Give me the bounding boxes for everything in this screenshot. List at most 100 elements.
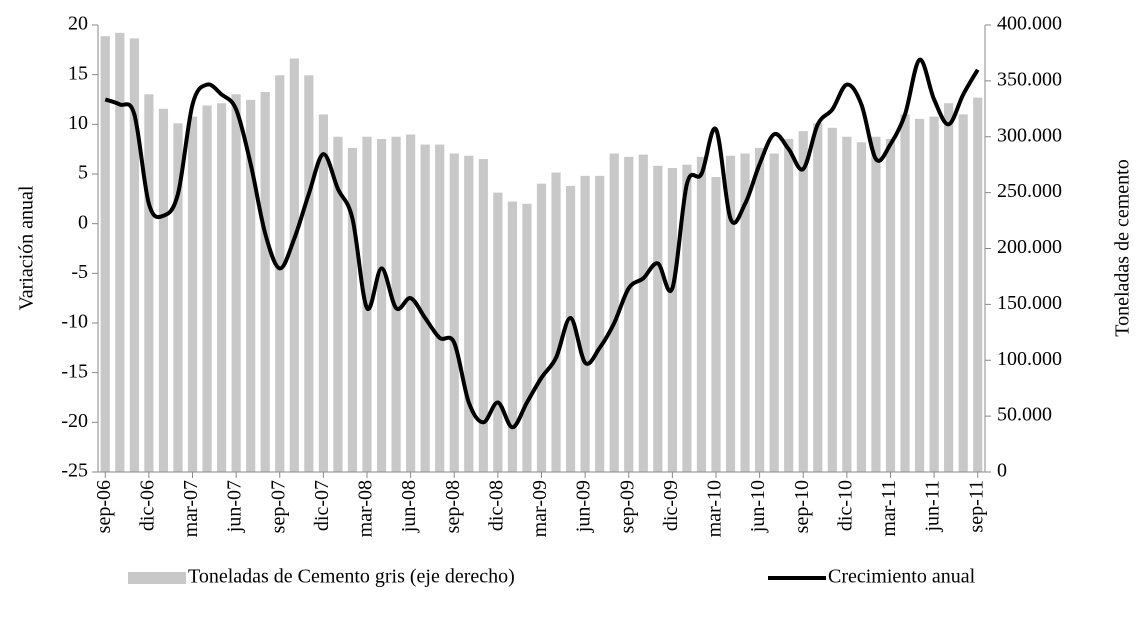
bar <box>347 147 358 473</box>
bar <box>100 36 110 473</box>
y2-tick-label: 0 <box>997 460 1007 482</box>
bar <box>798 131 808 472</box>
bar <box>958 114 968 473</box>
bar <box>246 99 256 472</box>
bar <box>653 165 663 472</box>
bar <box>638 154 648 472</box>
bar <box>449 153 459 472</box>
y-tick-label: 15 <box>68 62 88 84</box>
y-tick-label: -20 <box>61 410 88 432</box>
legend-label: Crecimiento anual <box>828 566 976 588</box>
x-tick-label: sep-07 <box>267 480 289 533</box>
bar <box>376 138 387 473</box>
bar <box>624 156 634 473</box>
legend-swatch <box>128 572 186 584</box>
x-tick-label: mar-11 <box>878 480 900 537</box>
x-tick-label: mar-08 <box>355 480 377 537</box>
bar <box>260 92 270 473</box>
bar <box>565 185 576 473</box>
lines <box>104 57 980 430</box>
bar <box>115 32 125 472</box>
bar <box>129 38 139 472</box>
bar <box>420 144 430 472</box>
bar <box>900 114 910 473</box>
bar <box>231 94 241 472</box>
bar <box>973 97 983 472</box>
bar <box>813 123 823 472</box>
bar <box>827 127 837 472</box>
bar <box>304 75 314 472</box>
y2-tick-label: 350.000 <box>997 68 1062 90</box>
y2-tick-label: 100.000 <box>997 348 1062 370</box>
bar <box>333 136 343 472</box>
x-tick-label: jun-11 <box>922 480 944 532</box>
bar <box>609 153 619 472</box>
x-tick-label: sep-11 <box>965 480 987 533</box>
bar <box>173 123 183 472</box>
x-tick-label: dic-09 <box>660 480 682 531</box>
y2-tick-label: 250.000 <box>997 180 1062 202</box>
bar <box>595 175 605 473</box>
bar <box>842 136 852 472</box>
y-axis-title: Variación anual <box>16 185 38 310</box>
x-tick-label: jun-08 <box>398 480 420 533</box>
y-tick-label: -5 <box>71 261 88 283</box>
bar <box>711 176 721 473</box>
axes: -25 -20 -15 -10 -5 0 5 10 15 20 0 50.000 100.000 150.… <box>61 13 1062 538</box>
x-tick-label: jun-10 <box>747 480 769 533</box>
y2-tick-label: 200.000 <box>997 236 1062 258</box>
y2-axis-title: Toneladas de cemento <box>1112 159 1134 336</box>
bar <box>318 114 328 473</box>
y2-tick-label: 400.000 <box>997 13 1062 35</box>
bar <box>289 58 299 473</box>
bar <box>275 75 285 472</box>
bar <box>944 103 954 472</box>
x-tick-label: mar-10 <box>704 480 726 537</box>
y-tick-label: 20 <box>68 13 88 35</box>
x-tick-label: dic-06 <box>136 480 158 531</box>
bar <box>725 155 736 472</box>
bar <box>667 168 677 473</box>
bar <box>885 138 896 473</box>
bar <box>536 183 547 472</box>
bar <box>551 172 561 472</box>
bar <box>493 192 503 472</box>
bars <box>100 32 983 473</box>
y2-tick-label: 300.000 <box>997 124 1062 146</box>
bar <box>580 175 590 473</box>
bar <box>696 156 707 473</box>
bar <box>755 147 765 473</box>
bar <box>784 138 794 473</box>
x-tick-label: sep-10 <box>791 480 813 533</box>
y2-tick-label: 150.000 <box>997 292 1062 314</box>
x-tick-label: sep-08 <box>442 480 464 533</box>
bar <box>464 155 474 472</box>
bar <box>144 94 154 472</box>
y-tick-label: -10 <box>61 311 88 333</box>
x-tick-label: jun-09 <box>573 480 595 533</box>
bar <box>856 142 867 472</box>
y-tick-label: -25 <box>61 460 88 482</box>
bar <box>871 136 881 472</box>
bar <box>522 203 532 473</box>
y-tick-label: 10 <box>68 112 88 134</box>
x-tick-label: dic-10 <box>834 480 856 531</box>
x-tick-label: sep-09 <box>616 480 638 533</box>
y2-tick-label: 50.000 <box>997 404 1052 426</box>
bar <box>216 103 227 472</box>
x-tick-label: dic-07 <box>311 480 333 531</box>
bar <box>435 144 445 472</box>
bar <box>158 108 169 472</box>
x-tick-label: jun-07 <box>224 480 246 533</box>
y-tick-label: 5 <box>78 162 88 184</box>
bar <box>202 105 212 473</box>
bar <box>478 159 488 472</box>
x-tick-label: sep-06 <box>93 480 115 533</box>
y-tick-label: 0 <box>78 211 88 233</box>
legend-label: Toneladas de Cemento gris (eje derecho) <box>188 566 515 588</box>
bar <box>187 116 198 472</box>
bar <box>682 164 692 472</box>
bar <box>929 116 939 472</box>
x-tick-label: dic-08 <box>485 480 507 531</box>
